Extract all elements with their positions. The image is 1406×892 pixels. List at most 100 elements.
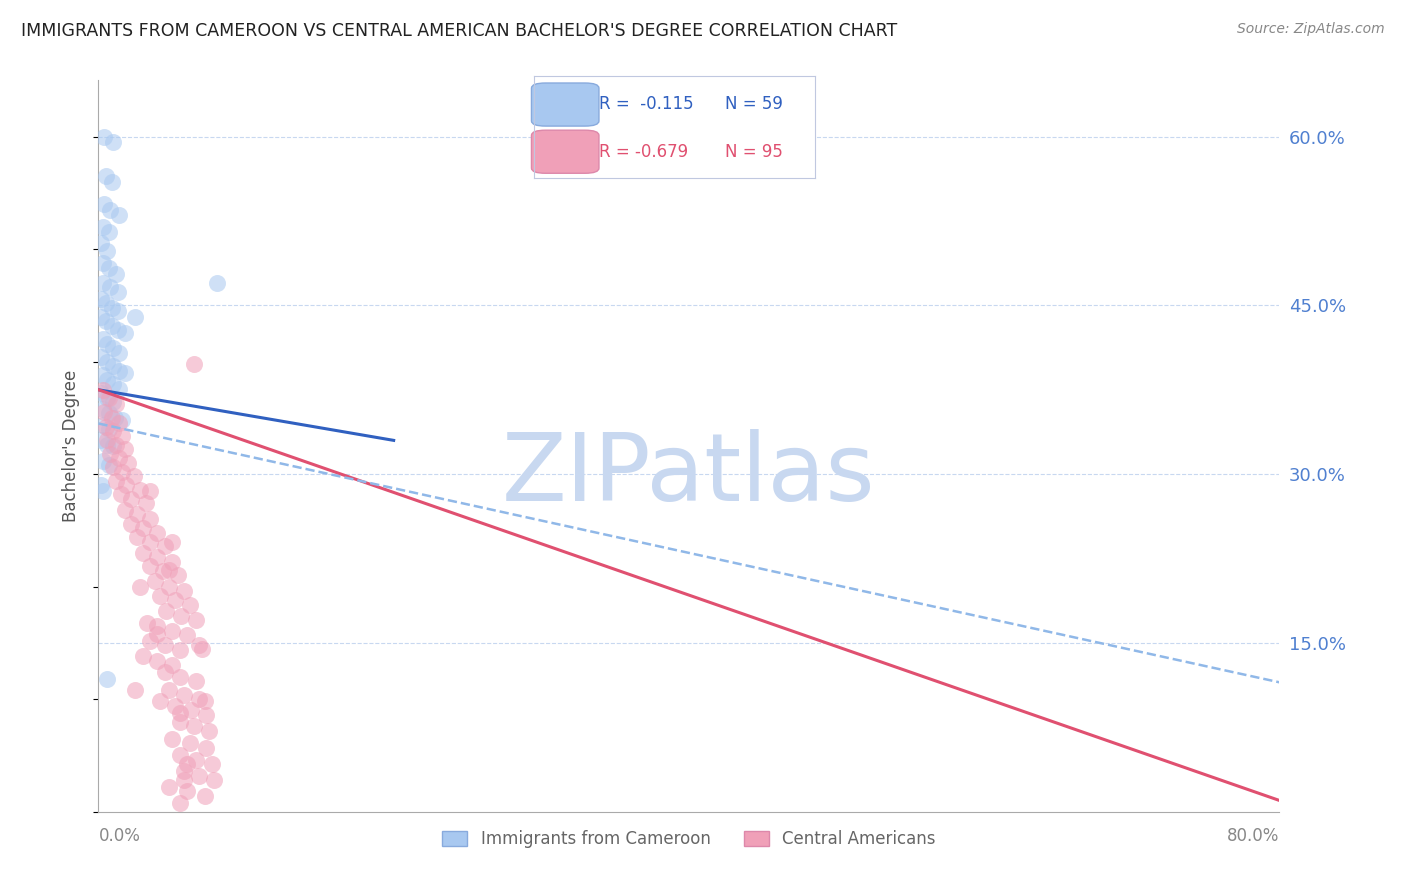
Point: [179, 598, 201, 612]
Point: [103, 439, 125, 453]
Point: [176, 784, 198, 798]
Point: [180, 703, 202, 717]
Point: [167, 568, 190, 582]
Point: [195, 740, 218, 755]
FancyBboxPatch shape: [531, 83, 599, 126]
Point: [187, 638, 209, 652]
Text: R =  -0.115: R = -0.115: [599, 95, 693, 113]
Point: [103, 460, 125, 475]
Point: [114, 503, 136, 517]
Point: [176, 628, 198, 642]
Point: [146, 525, 169, 540]
Point: [170, 608, 193, 623]
Point: [183, 719, 205, 733]
Point: [146, 627, 169, 641]
Point: [169, 796, 191, 810]
Point: [173, 764, 195, 779]
FancyBboxPatch shape: [531, 130, 599, 173]
Point: [90, 292, 112, 306]
Point: [194, 789, 217, 803]
Point: [162, 555, 183, 569]
Point: [91, 401, 114, 416]
Point: [202, 773, 225, 788]
Point: [120, 491, 142, 506]
Text: N = 95: N = 95: [725, 143, 783, 161]
Point: [97, 225, 120, 239]
Point: [90, 236, 112, 251]
Point: [94, 420, 117, 434]
Point: [96, 336, 118, 351]
Point: [91, 483, 114, 498]
Point: [153, 539, 176, 553]
Text: Source: ZipAtlas.com: Source: ZipAtlas.com: [1237, 22, 1385, 37]
Point: [93, 197, 115, 211]
Point: [183, 357, 205, 371]
Point: [124, 310, 146, 324]
Point: [173, 584, 195, 599]
Point: [162, 624, 183, 638]
Point: [136, 615, 159, 630]
Point: [165, 698, 187, 713]
Point: [135, 496, 157, 510]
Point: [184, 674, 207, 689]
Point: [98, 447, 121, 461]
Point: [90, 310, 112, 324]
Point: [132, 649, 155, 664]
Text: 0.0%: 0.0%: [98, 827, 141, 845]
Point: [157, 580, 180, 594]
Point: [98, 202, 121, 217]
Point: [152, 564, 174, 578]
Point: [100, 318, 122, 333]
Point: [94, 314, 117, 328]
Point: [191, 641, 214, 656]
Point: [107, 323, 129, 337]
Point: [169, 706, 191, 720]
Point: [105, 267, 128, 281]
Point: [97, 391, 120, 405]
Point: [139, 512, 162, 526]
Point: [91, 368, 114, 383]
Point: [122, 469, 145, 483]
Legend: Immigrants from Cameroon, Central Americans: Immigrants from Cameroon, Central Americ…: [436, 823, 942, 855]
Point: [195, 708, 218, 723]
Point: [96, 244, 118, 259]
Point: [132, 521, 155, 535]
Y-axis label: Bachelor's Degree: Bachelor's Degree: [62, 370, 80, 522]
Point: [117, 456, 139, 470]
Point: [143, 574, 166, 588]
Point: [94, 169, 117, 183]
Point: [146, 654, 169, 668]
Point: [187, 769, 209, 783]
Point: [97, 261, 120, 276]
Point: [124, 683, 146, 698]
Point: [205, 276, 228, 290]
Point: [165, 593, 187, 607]
Point: [91, 383, 114, 397]
Point: [96, 373, 118, 387]
Point: [111, 413, 134, 427]
Point: [97, 422, 120, 436]
Point: [91, 417, 114, 432]
Point: [114, 442, 136, 457]
Point: [157, 780, 180, 794]
Point: [187, 692, 209, 706]
Point: [157, 683, 180, 698]
Point: [201, 757, 224, 772]
Point: [103, 341, 125, 355]
Point: [91, 332, 114, 346]
Point: [108, 208, 131, 222]
Text: IMMIGRANTS FROM CAMEROON VS CENTRAL AMERICAN BACHELOR'S DEGREE CORRELATION CHART: IMMIGRANTS FROM CAMEROON VS CENTRAL AMER…: [21, 22, 897, 40]
Point: [90, 350, 112, 364]
Point: [162, 731, 183, 746]
Point: [103, 359, 125, 373]
Point: [94, 296, 117, 310]
Text: R = -0.679: R = -0.679: [599, 143, 688, 161]
Point: [173, 688, 195, 702]
Point: [139, 559, 162, 574]
Point: [105, 397, 128, 411]
Point: [103, 395, 125, 409]
Point: [93, 405, 115, 419]
Point: [179, 736, 201, 750]
Point: [162, 658, 183, 673]
Point: [105, 474, 128, 488]
